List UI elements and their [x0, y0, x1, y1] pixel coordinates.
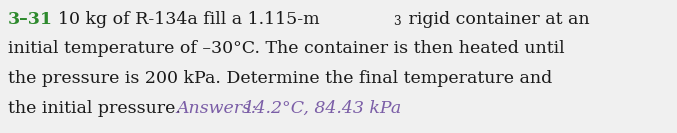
- Text: 14.2°C, 84.43 kPa: 14.2°C, 84.43 kPa: [238, 100, 401, 117]
- Text: 3: 3: [393, 15, 401, 28]
- Text: 3–31: 3–31: [8, 11, 53, 28]
- Text: rigid container at an: rigid container at an: [403, 11, 590, 28]
- Text: 10 kg of R-134a fill a 1.115-m: 10 kg of R-134a fill a 1.115-m: [58, 11, 320, 28]
- Text: the pressure is 200 kPa. Determine the final temperature and: the pressure is 200 kPa. Determine the f…: [8, 70, 552, 87]
- Text: Answers:: Answers:: [176, 100, 257, 117]
- Text: initial temperature of –30°C. The container is then heated until: initial temperature of –30°C. The contai…: [8, 40, 565, 57]
- Text: the initial pressure.: the initial pressure.: [8, 100, 181, 117]
